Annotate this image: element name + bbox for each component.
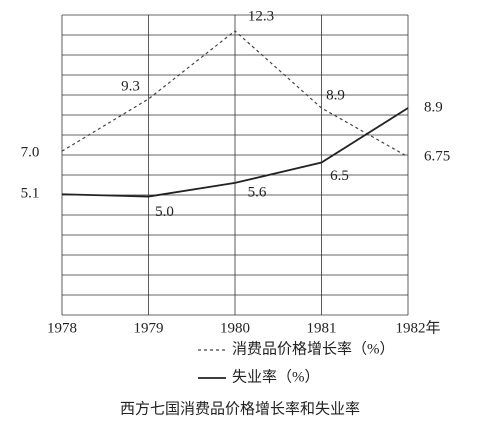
data-label: 5.1 (21, 186, 40, 202)
x-tick-label: 1979 (134, 320, 164, 336)
x-tick-label: 1980 (220, 320, 250, 336)
data-label: 6.5 (330, 168, 349, 184)
data-label: 5.6 (248, 184, 267, 200)
data-label: 7.0 (21, 145, 40, 161)
data-label: 5.0 (155, 204, 174, 220)
data-label: 9.3 (121, 78, 140, 94)
chart-title: 西方七国消费品价格增长率和失业率 (120, 400, 360, 417)
x-tick-label: 1982年 (395, 319, 440, 336)
data-label: 8.9 (424, 99, 443, 115)
data-label: 12.3 (248, 8, 274, 24)
series-line (61, 107, 409, 198)
data-label: 8.9 (326, 87, 345, 103)
data-label: 6.75 (424, 148, 450, 164)
x-tick-label: 1981 (307, 320, 337, 336)
x-tick-label: 1978 (47, 320, 77, 336)
legend-label: 消费品价格增长率（%） (232, 340, 395, 357)
series-line (61, 30, 409, 158)
legend-label: 失业率（%） (232, 368, 320, 385)
